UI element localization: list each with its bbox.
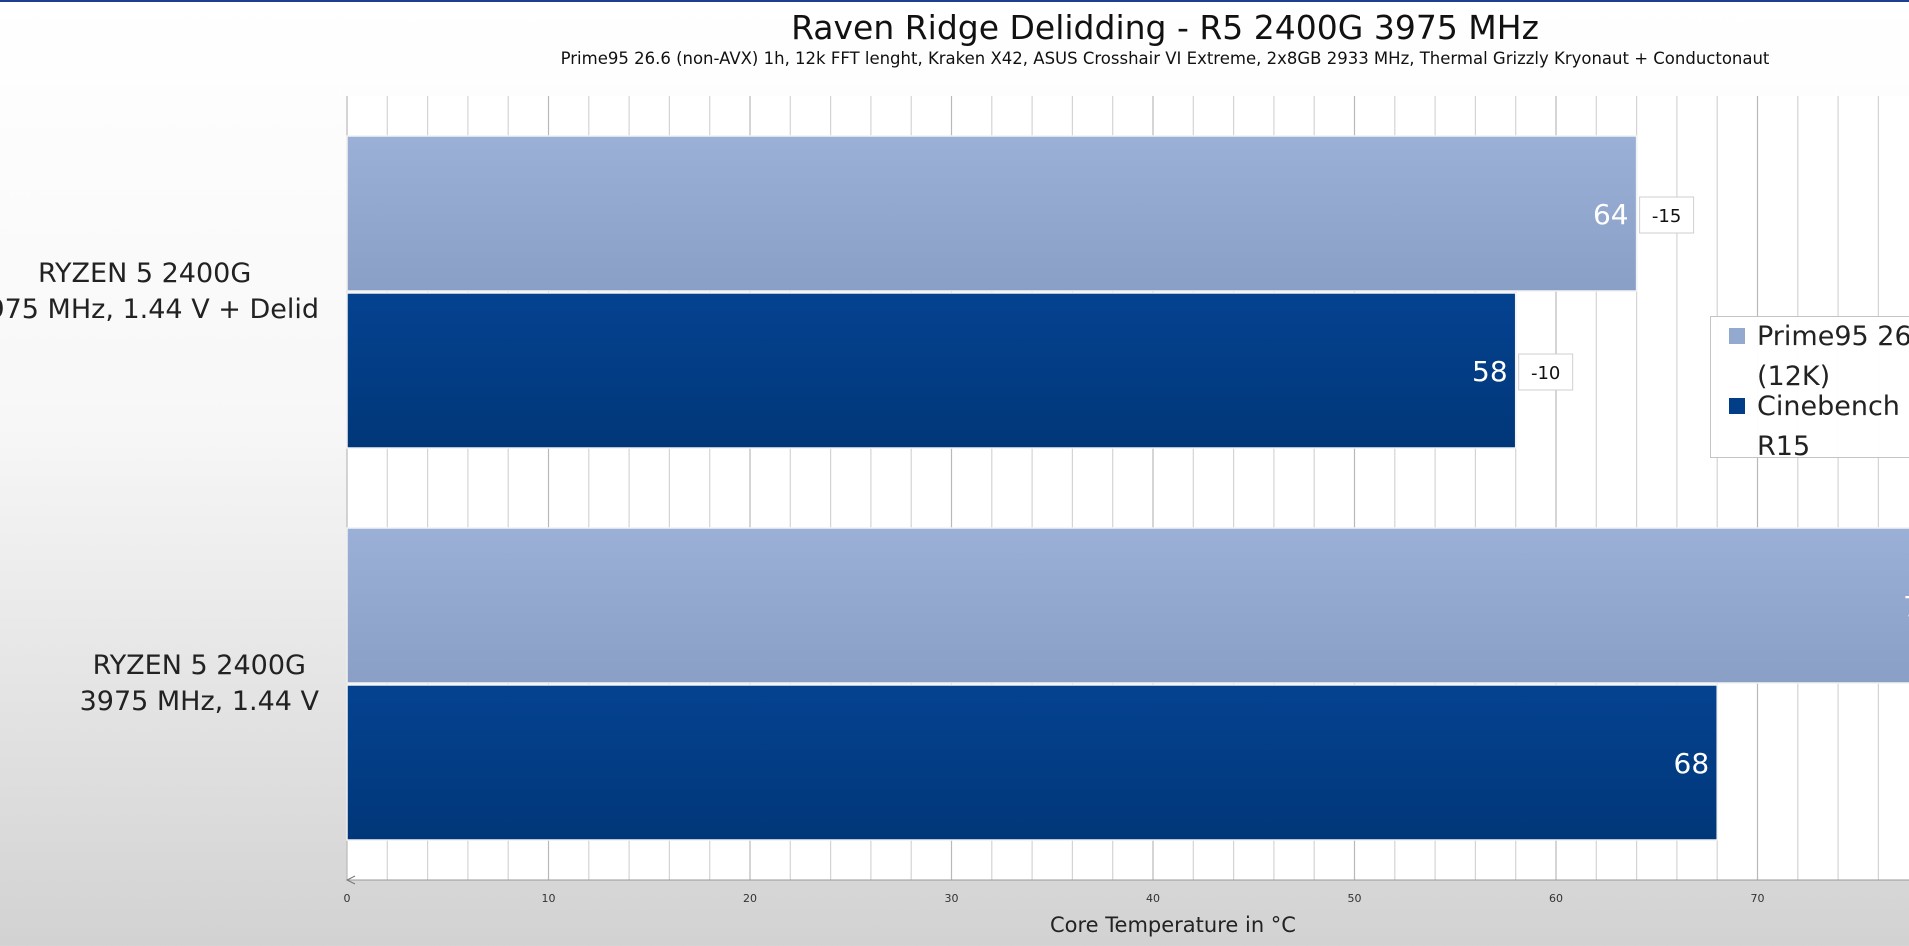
bar-value-label: 7 xyxy=(1903,590,1909,623)
bar xyxy=(346,135,1638,292)
legend-label: Prime95 26 (12K) xyxy=(1757,317,1909,397)
category-label-delid: RYZEN 5 2400G 3975 MHz, 1.44 V + Delid xyxy=(0,256,319,328)
legend-swatch xyxy=(1729,328,1745,344)
delta-label: -10 xyxy=(1531,363,1560,384)
x-tick-label: 70 xyxy=(1751,892,1765,905)
bar-value-label: 58 xyxy=(1472,355,1508,388)
legend-label-line: R15 xyxy=(1757,431,1811,462)
x-tick-label: 0 xyxy=(344,892,351,905)
legend-label-line: Cinebench xyxy=(1757,391,1900,422)
bar-value-label: 68 xyxy=(1674,747,1710,780)
legend-label-line: Prime95 26 xyxy=(1757,321,1909,352)
x-tick-label: 50 xyxy=(1348,892,1362,905)
delta-label: -15 xyxy=(1652,206,1681,227)
axis-arrow xyxy=(345,875,356,885)
category-label-line: 3975 MHz, 1.44 V + Delid xyxy=(0,294,319,325)
chart-legend: Prime95 26 (12K) Cinebench R15 xyxy=(1710,316,1909,462)
legend-swatch xyxy=(1729,398,1745,414)
bar xyxy=(346,684,1718,841)
bar xyxy=(346,527,1909,684)
category-label-stock: RYZEN 5 2400G 3975 MHz, 1.44 V xyxy=(80,648,319,720)
chart-subtitle: Prime95 26.6 (non-AVX) 1h, 12k FFT lengh… xyxy=(560,49,1770,68)
bar-value-label: 64 xyxy=(1593,198,1629,231)
legend-label: Cinebench R15 xyxy=(1757,387,1909,467)
delta-badge xyxy=(1639,196,1695,234)
bar xyxy=(346,292,1517,449)
x-tick-label: 40 xyxy=(1146,892,1160,905)
category-label-line: 3975 MHz, 1.44 V xyxy=(79,686,319,717)
x-tick-label: 30 xyxy=(945,892,959,905)
x-tick-label: 60 xyxy=(1549,892,1563,905)
x-tick-label: 10 xyxy=(542,892,556,905)
x-tick-label: 20 xyxy=(743,892,757,905)
top-accent-line xyxy=(0,0,1909,2)
legend-label-line: (12K) xyxy=(1757,361,1831,392)
category-label-line: RYZEN 5 2400G xyxy=(92,650,306,681)
x-axis-label: Core Temperature in °C xyxy=(1050,913,1296,937)
chart-title: Raven Ridge Delidding - R5 2400G 3975 MH… xyxy=(791,8,1539,47)
delta-badge xyxy=(1518,353,1574,391)
category-label-line: RYZEN 5 2400G xyxy=(38,258,252,289)
